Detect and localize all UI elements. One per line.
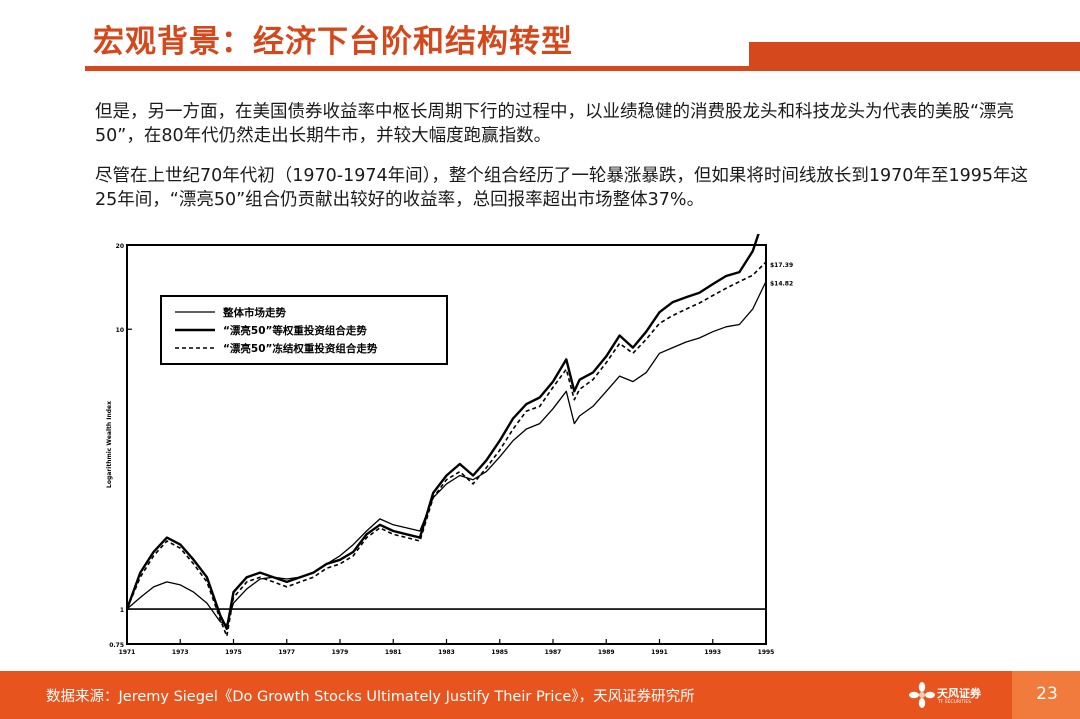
y-tick-label: 10: [116, 327, 124, 334]
page-number: 23: [1036, 684, 1058, 704]
logo-name: 天风证券: [937, 687, 981, 700]
title-accent-block: [749, 42, 1080, 69]
end-value-label: $17.39: [770, 262, 793, 269]
footer-bar: 数据来源：Jeremy Siegel《Do Growth Stocks Ulti…: [0, 671, 1080, 719]
company-logo: 天风证券 TF SECURITIES: [905, 680, 1005, 710]
title-underline: [85, 66, 1080, 71]
x-tick-label: 1991: [651, 649, 668, 656]
series-line-thick: [125, 211, 768, 630]
x-tick-label: 1975: [225, 649, 242, 656]
page-number-box: [1012, 671, 1080, 719]
flower-logo-icon: [909, 682, 935, 708]
x-tick-label: 1973: [172, 649, 189, 656]
y-tick-label: 1: [120, 607, 124, 614]
page-title: 宏观背景：经济下台阶和结构转型: [93, 24, 573, 60]
chart-svg: 20 10 1 0.75 Logarithmic Wealth Index 1971 19…: [106, 208, 793, 656]
legend-label: “漂亮50”等权重投资组合走势: [223, 324, 367, 337]
title-bar: 宏观背景：经济下台阶和结构转型: [0, 0, 1080, 90]
x-tick-label: 1995: [758, 649, 775, 656]
x-tick-label: 1981: [385, 649, 402, 656]
body-paragraph-1: 但是，另一方面，在美国债券收益率中枢长周期下行的过程中，以业绩稳健的消费股龙头和…: [95, 102, 1015, 146]
x-tick-label: 1987: [545, 649, 562, 656]
y-tick-label: 20: [116, 243, 124, 250]
end-value-label: $14.82: [770, 280, 793, 287]
legend-label: 整体市场走势: [222, 306, 286, 319]
logo-subtext: TF SECURITIES: [938, 700, 972, 705]
x-tick-label: 1985: [491, 649, 508, 656]
x-tick-label: 1989: [598, 649, 615, 656]
x-tick-label: 1983: [438, 649, 455, 656]
x-tick-label: 1979: [332, 649, 349, 656]
x-tick-label: 1971: [119, 649, 136, 656]
footer-source: 数据来源：Jeremy Siegel《Do Growth Stocks Ulti…: [46, 689, 695, 705]
y-axis-label: Logarithmic Wealth Index: [106, 401, 113, 488]
legend-label: “漂亮50”冻结权重投资组合走势: [223, 342, 378, 355]
y-tick-label: 0.75: [109, 642, 124, 649]
wealth-index-chart: 20 10 1 0.75 Logarithmic Wealth Index 1971 19…: [100, 208, 800, 666]
x-tick-label: 1977: [278, 649, 295, 656]
body-paragraph-2: 尽管在上世纪70年代初（1970-1974年间），整个组合经历了一轮暴涨暴跌，但…: [95, 166, 1028, 210]
x-tick-label: 1993: [704, 649, 721, 656]
series-line-dashed: [126, 261, 767, 638]
